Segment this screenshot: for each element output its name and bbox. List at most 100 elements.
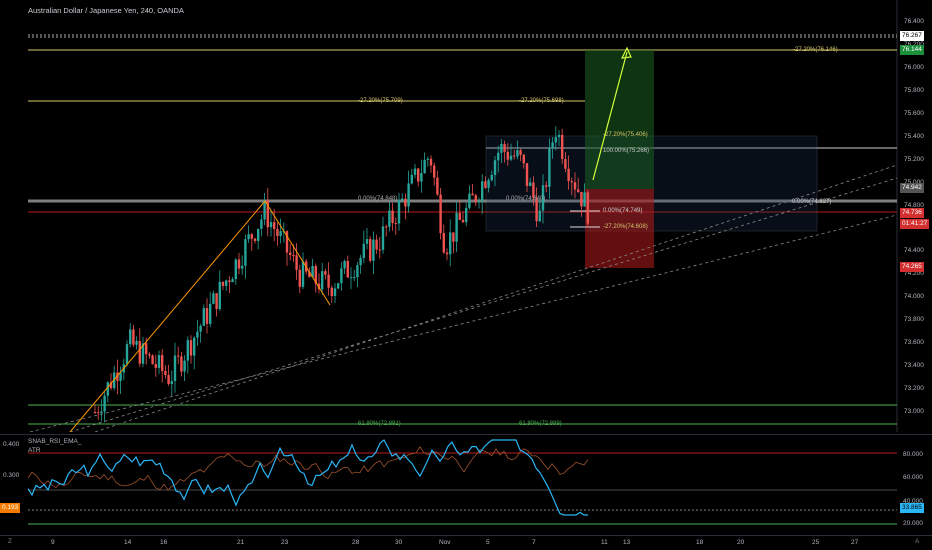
time-axis-label: 14 bbox=[124, 539, 132, 546]
profit-zone bbox=[585, 50, 654, 189]
candle-body bbox=[269, 222, 273, 228]
candle-body bbox=[397, 200, 401, 224]
candle-body bbox=[308, 271, 311, 278]
candle-body bbox=[173, 355, 177, 382]
time-axis-label: 28 bbox=[352, 539, 360, 546]
candle-body bbox=[167, 375, 170, 384]
time-axis-border bbox=[0, 535, 932, 536]
candle-body bbox=[241, 265, 244, 269]
candle-body bbox=[186, 340, 189, 361]
candle-body bbox=[452, 232, 455, 242]
arrow-head-icon bbox=[620, 46, 632, 59]
candle-body bbox=[125, 344, 129, 365]
candle-body bbox=[116, 372, 119, 381]
candle-body bbox=[554, 137, 557, 143]
price-axis-label: 75.600 bbox=[904, 109, 924, 117]
indicator-sub-name[interactable]: ATR bbox=[28, 447, 41, 454]
candle-body bbox=[365, 239, 369, 244]
candle-body bbox=[541, 185, 545, 211]
candle-body bbox=[506, 151, 509, 160]
candle-body bbox=[340, 268, 343, 284]
candle-body bbox=[141, 343, 145, 364]
time-axis-label: 18 bbox=[696, 539, 704, 546]
candle-body bbox=[103, 395, 106, 412]
candle-body bbox=[516, 150, 519, 157]
dashed-trend-line bbox=[69, 177, 898, 432]
candle-body bbox=[359, 257, 362, 266]
candle-body bbox=[420, 173, 423, 182]
price-axis-label: 73.200 bbox=[904, 385, 924, 393]
candle-body bbox=[477, 201, 481, 203]
price-axis-label: 74.400 bbox=[904, 247, 924, 255]
candle-body bbox=[337, 283, 340, 289]
candle-body bbox=[394, 222, 397, 224]
candle-body bbox=[314, 265, 317, 284]
price-chart-canvas[interactable] bbox=[0, 0, 932, 432]
candle-body bbox=[205, 308, 209, 324]
symbol-title: Australian Dollar / Japanese Yen, 240, O… bbox=[28, 6, 184, 15]
candle-body bbox=[221, 281, 225, 286]
candle-body bbox=[234, 259, 237, 280]
candle-body bbox=[343, 260, 346, 269]
candle-body bbox=[353, 277, 356, 279]
horizontal-levels bbox=[28, 34, 897, 425]
fib-label-ext-low: -27.20%(74.608) bbox=[603, 224, 648, 230]
pane-divider[interactable] bbox=[0, 434, 932, 435]
time-axis-label: 7 bbox=[532, 539, 536, 546]
candle-body bbox=[487, 180, 490, 188]
candle-body bbox=[423, 159, 426, 174]
candle-body bbox=[522, 154, 525, 164]
candle-body bbox=[209, 303, 212, 324]
candle-body bbox=[497, 152, 500, 161]
candle-body bbox=[212, 293, 215, 304]
candle-body bbox=[586, 192, 589, 224]
candle-body bbox=[333, 288, 337, 297]
price-axis-label: 74.800 bbox=[904, 201, 924, 209]
time-axis-label: 16 bbox=[160, 539, 168, 546]
candle-body bbox=[449, 232, 452, 255]
candle-body bbox=[455, 212, 458, 242]
candle-body bbox=[362, 243, 365, 258]
candlesticks bbox=[93, 126, 589, 423]
candle-body bbox=[580, 191, 583, 207]
candle-body bbox=[407, 183, 410, 207]
position-boxes bbox=[485, 50, 818, 268]
candle-body bbox=[317, 283, 321, 290]
price-axis-label: 75.800 bbox=[904, 86, 924, 94]
candle-body bbox=[183, 360, 186, 372]
candle-body bbox=[519, 150, 522, 155]
zoom-icon[interactable]: Z bbox=[8, 538, 12, 545]
reference-price-tag: 74.942 bbox=[900, 183, 924, 193]
candle-body bbox=[349, 277, 353, 279]
candle-body bbox=[436, 177, 439, 195]
candle-body bbox=[564, 158, 567, 169]
candle-body bbox=[301, 261, 305, 287]
candle-body bbox=[426, 158, 429, 160]
candle-body bbox=[151, 355, 154, 365]
candle-body bbox=[356, 265, 359, 278]
candle-body bbox=[410, 174, 413, 184]
candle-body bbox=[97, 412, 100, 414]
rsi-line bbox=[27, 439, 588, 516]
indicator-name[interactable]: SNAB_RSI_EMA_ bbox=[28, 438, 82, 445]
candle-body bbox=[154, 364, 157, 368]
time-axis-label: 21 bbox=[237, 539, 245, 546]
candle-body bbox=[218, 281, 221, 310]
candle-body bbox=[551, 142, 554, 148]
indicator-canvas[interactable] bbox=[0, 435, 932, 535]
candle-body bbox=[292, 255, 295, 257]
candle-body bbox=[324, 271, 327, 275]
candle-body bbox=[557, 134, 561, 138]
price-axis-label: 75.400 bbox=[904, 132, 924, 140]
candle-body bbox=[535, 198, 538, 222]
candle-body bbox=[468, 193, 471, 208]
candle-body bbox=[199, 325, 202, 332]
price-axis-label: 76.000 bbox=[904, 63, 924, 71]
left-axis-label-1: 0.300 bbox=[3, 472, 20, 479]
candle-body bbox=[503, 144, 506, 152]
auto-scale-button[interactable]: A bbox=[915, 538, 920, 545]
candle-body bbox=[93, 412, 97, 413]
price-axis-label: 75.000 bbox=[904, 179, 924, 186]
candle-body bbox=[388, 210, 391, 227]
